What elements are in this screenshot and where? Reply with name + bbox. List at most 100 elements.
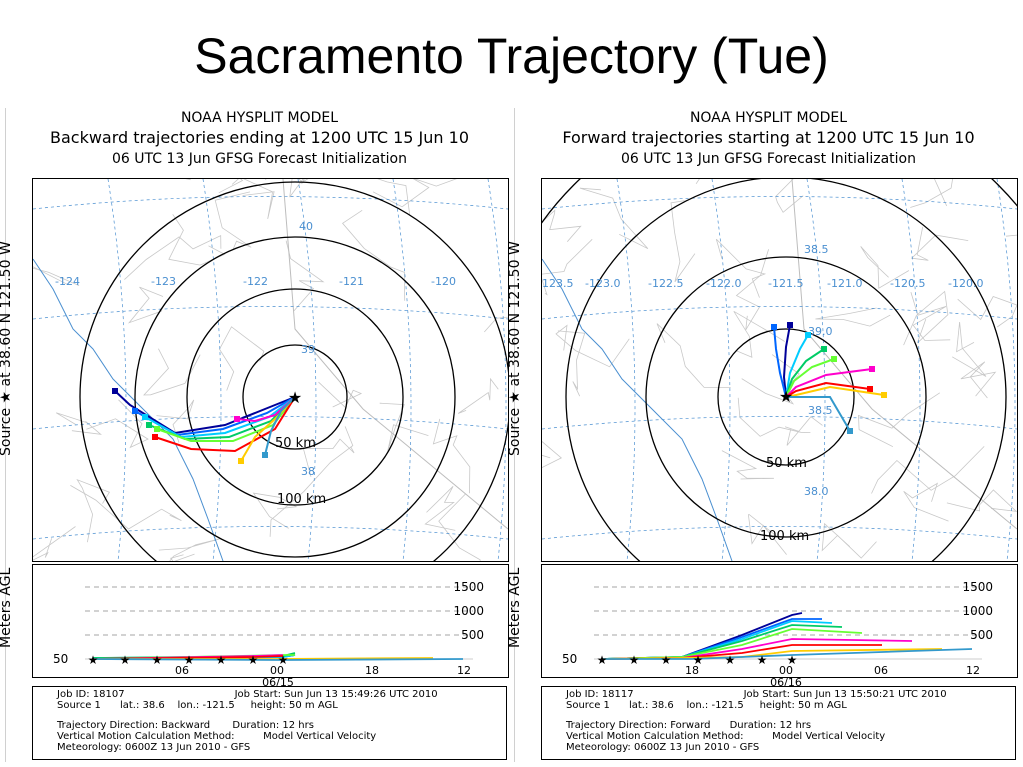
time-label: 00 xyxy=(270,664,284,677)
height-marker-star-icon: ★ xyxy=(216,653,227,667)
trajectory-line xyxy=(785,348,825,398)
county-boundary xyxy=(715,238,767,298)
height-axis-label: Meters AGL xyxy=(0,567,14,648)
height-marker-star-icon: ★ xyxy=(661,653,672,667)
county-boundary xyxy=(815,307,891,327)
source-star-icon: ★ xyxy=(779,387,793,406)
county-boundary xyxy=(903,482,949,522)
county-boundary xyxy=(432,418,471,494)
trajectory-marker xyxy=(869,366,875,372)
backward-trajectory-panel: NOAA HYSPLIT MODEL Backward trajectories… xyxy=(0,108,513,762)
graticule-parallel xyxy=(542,306,1017,320)
graticule-meridian xyxy=(107,179,127,561)
height-profile-svg: 1500 1000 500 50 ★ ★ ★ ★ ★ ★ ★ xyxy=(53,580,484,667)
job-info: Job ID: 18117 Job Start: Sun Jun 13 15:50… xyxy=(541,686,1016,760)
county-boundary xyxy=(156,399,195,443)
graticule-meridian xyxy=(297,179,317,561)
county-boundary xyxy=(342,209,406,301)
height-marker-star-icon: ★ xyxy=(629,653,640,667)
height-marker-star-icon: ★ xyxy=(248,653,259,667)
graticule-parallel xyxy=(33,196,508,210)
county-boundary xyxy=(55,412,102,435)
lon-label: -122 xyxy=(243,275,268,288)
trajectory-line xyxy=(773,326,787,398)
county-boundary xyxy=(656,323,731,388)
trajectory-line xyxy=(785,368,873,398)
vertical-method-row: Vertical Motion Calculation Method: Mode… xyxy=(566,731,886,742)
height-marker-star-icon: ★ xyxy=(278,653,289,667)
height-traces: ★ ★ ★ ★ ★ ★ ★ xyxy=(597,612,973,667)
trajectory-line xyxy=(154,396,296,453)
county-boundary xyxy=(372,179,457,208)
graticule-meridian xyxy=(616,179,636,561)
county-boundary xyxy=(957,296,1017,328)
lon-label: -122.5 xyxy=(648,277,683,290)
height-marker-star-icon: ★ xyxy=(152,653,163,667)
trajectory-map: 50 km 100 km -123.5 -123.0 -122.5 -122.0… xyxy=(541,178,1018,562)
graticule-parallel xyxy=(542,416,1017,430)
height-marker-star-icon: ★ xyxy=(88,653,99,667)
source-label: Source ★ at 38.60 N 121.50 W xyxy=(507,241,523,456)
meteorology-row: Meteorology: 0600Z 13 Jun 2010 - GFS xyxy=(57,742,251,753)
trajectory-caption: Backward trajectories ending at 1200 UTC… xyxy=(50,128,469,147)
height-marker-star-icon: ★ xyxy=(597,653,608,667)
lon-label: -120 xyxy=(431,275,456,288)
county-boundary xyxy=(124,234,222,280)
county-boundary xyxy=(542,209,582,242)
trajectory-map: 50 km 100 km -124 -123 -122 -121 -120 40… xyxy=(32,178,509,562)
county-boundary xyxy=(438,493,481,561)
county-boundary xyxy=(670,200,696,283)
graticule-meridian xyxy=(806,179,826,561)
county-boundary xyxy=(377,179,411,216)
graticule-meridian xyxy=(487,179,507,561)
trajectory-line xyxy=(782,324,791,398)
county-boundary xyxy=(960,361,997,399)
lon-label: -120.0 xyxy=(948,277,983,290)
county-boundary xyxy=(775,179,804,213)
height-tick-500: 500 xyxy=(970,628,993,642)
model-name: NOAA HYSPLIT MODEL xyxy=(689,110,848,126)
county-boundary xyxy=(542,239,593,296)
trajectory-marker xyxy=(146,422,152,428)
county-boundary xyxy=(214,191,252,251)
county-boundary xyxy=(86,399,149,449)
height-traces: ★ ★ ★ ★ ★ ★ ★ xyxy=(88,652,464,667)
meteorology-row: Meteorology: 0600Z 13 Jun 2010 - GFS xyxy=(566,742,760,753)
county-boundary xyxy=(1005,234,1017,237)
county-boundary xyxy=(143,348,201,396)
trajectory-line xyxy=(144,396,296,439)
state-border xyxy=(791,179,1017,530)
job-info: Job ID: 18107 Job Start: Sun Jun 13 15:49… xyxy=(32,686,507,760)
vertical-method-row: Vertical Motion Calculation Method: Mode… xyxy=(57,731,377,742)
county-boundary xyxy=(269,426,354,537)
lat-label: 38.5 xyxy=(808,404,833,417)
county-boundary xyxy=(557,330,586,397)
county-boundary xyxy=(784,416,823,446)
range-ring xyxy=(645,256,927,538)
range-ring xyxy=(717,328,855,466)
county-boundary xyxy=(285,240,325,312)
direction-row: Trajectory Direction: Backward Duration:… xyxy=(57,720,314,731)
lat-label: 38.0 xyxy=(804,485,829,498)
county-boundary xyxy=(871,446,985,494)
trajectory-line xyxy=(785,358,835,398)
county-boundary xyxy=(555,324,630,368)
source-row: Source 1 lat.: 38.6 lon.: -121.5 height:… xyxy=(566,700,847,711)
direction-row: Trajectory Direction: Forward Duration: … xyxy=(566,720,812,731)
county-boundary xyxy=(737,397,811,437)
county-boundary xyxy=(379,402,429,452)
trajectory-marker xyxy=(132,408,138,414)
graticule-meridian xyxy=(392,179,412,561)
ring-label-100km: 100 km xyxy=(760,529,809,544)
county-boundary xyxy=(542,441,563,469)
slide-title: Sacramento Trajectory (Tue) xyxy=(194,28,829,84)
lat-label: 39.0 xyxy=(808,325,833,338)
trajectory-marker xyxy=(112,388,118,394)
trajectory-marker xyxy=(152,434,158,440)
time-label: 06 xyxy=(874,664,888,677)
height-tick-500: 500 xyxy=(461,628,484,642)
model-name: NOAA HYSPLIT MODEL xyxy=(180,110,339,126)
trajectory-marker xyxy=(234,416,240,422)
graticule-meridian xyxy=(202,179,222,561)
forecast-initialization: 06 UTC 13 Jun GFSG Forecast Initializati… xyxy=(112,151,407,167)
